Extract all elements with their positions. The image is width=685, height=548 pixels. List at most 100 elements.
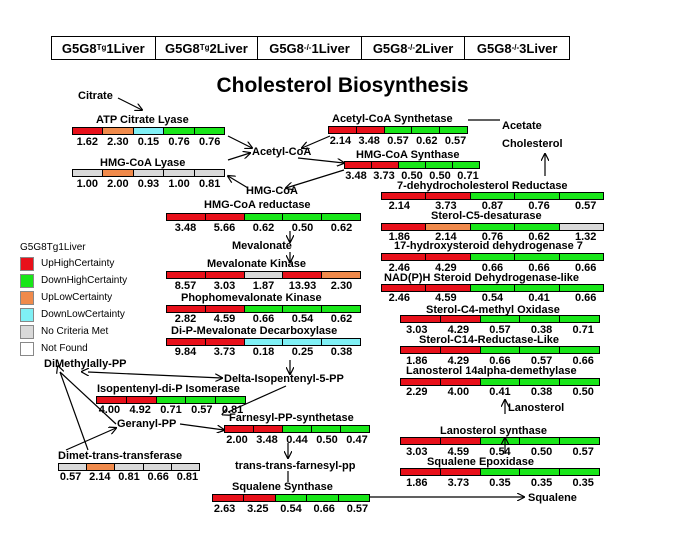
expression-value: 2.30 bbox=[107, 136, 129, 148]
expression-segment bbox=[559, 254, 604, 260]
expression-segment bbox=[520, 347, 561, 353]
legend-label: UpLowCertainty bbox=[41, 292, 113, 303]
expression-value: 0.81 bbox=[176, 471, 199, 483]
expression-segment bbox=[164, 170, 195, 176]
expression-segment bbox=[205, 272, 245, 278]
expression-value: 0.54 bbox=[280, 503, 302, 515]
enzyme-name: HMG-CoA Lyase bbox=[100, 157, 186, 169]
expression-value: 0.93 bbox=[137, 178, 160, 190]
expression-value: 0.76 bbox=[168, 136, 190, 148]
arrow-line bbox=[179, 423, 224, 430]
expression-value: 0.66 bbox=[147, 471, 169, 483]
expression-value: 2.29 bbox=[406, 386, 428, 398]
expression-value: 1.00 bbox=[76, 178, 98, 190]
expression-value: 3.73 bbox=[373, 170, 395, 182]
metabolite-mevalonate: Mevalonate bbox=[232, 240, 292, 252]
expression-segment bbox=[307, 495, 339, 501]
metabolite-lanosterol: Lanosterol bbox=[508, 402, 565, 414]
expression-segment bbox=[73, 128, 104, 134]
expression-value: 0.57 bbox=[489, 324, 511, 336]
legend-label: DownHighCertainty bbox=[41, 275, 128, 286]
enzyme-name: Sterol-C14-Reductase-Like bbox=[419, 334, 559, 346]
expression-segment bbox=[167, 339, 206, 345]
expression-segment bbox=[244, 339, 284, 345]
expression-segment bbox=[440, 438, 481, 444]
metabolite-dimethylallyl: DiMethylally-PP bbox=[44, 358, 127, 370]
legend-label: DownLowCertainty bbox=[41, 309, 125, 320]
expression-segment bbox=[338, 495, 370, 501]
expression-bar bbox=[72, 169, 225, 177]
expression-segment bbox=[322, 214, 360, 220]
expression-value: 3.48 bbox=[174, 222, 197, 234]
enzyme-name: Squalene Synthase bbox=[232, 481, 333, 493]
expression-segment bbox=[133, 170, 165, 176]
expression-value: 0.50 bbox=[316, 434, 338, 446]
expression-bar bbox=[166, 271, 361, 279]
expression-value: 0.71 bbox=[572, 324, 594, 336]
enzyme-name: Farnesyl-PP-synthetase bbox=[229, 412, 354, 424]
expression-value: 2.14 bbox=[388, 200, 410, 212]
expression-segment bbox=[401, 469, 441, 475]
expression-value: 8.57 bbox=[174, 280, 197, 292]
expression-value: 0.66 bbox=[528, 262, 550, 274]
expression-segment bbox=[401, 316, 441, 322]
expression-bar bbox=[381, 253, 604, 261]
expression-value: 0.47 bbox=[346, 434, 368, 446]
expression-segment bbox=[186, 397, 217, 403]
metabolite-delta-isopentenyl: Delta-Isopentenyl-5-PP bbox=[224, 373, 344, 385]
expression-value: 0.25 bbox=[291, 346, 314, 358]
expression-value: 0.62 bbox=[330, 222, 353, 234]
expression-value: 0.62 bbox=[330, 313, 353, 325]
legend-item: Not Found bbox=[20, 340, 127, 357]
expression-value: 4.59 bbox=[213, 313, 236, 325]
expression-segment bbox=[559, 193, 604, 199]
expression-value: 0.76 bbox=[481, 231, 504, 243]
metabolite-trans-farnesyl: trans-trans-farnesyl-pp bbox=[235, 460, 356, 472]
expression-segment bbox=[382, 224, 427, 230]
expression-segment bbox=[244, 214, 284, 220]
expression-value: 0.66 bbox=[252, 313, 275, 325]
legend-swatch bbox=[20, 324, 34, 339]
expression-bar bbox=[58, 463, 200, 471]
expression-value: 0.57 bbox=[387, 135, 409, 147]
expression-segment bbox=[87, 464, 116, 470]
expression-value: 3.73 bbox=[447, 477, 470, 489]
expression-segment bbox=[520, 316, 561, 322]
expression-segment bbox=[254, 426, 283, 432]
enzyme-name: HMG-CoA reductase bbox=[204, 199, 311, 211]
arrow-line bbox=[60, 372, 89, 451]
metabolite-acetyl-coa: Acetyl-CoA bbox=[252, 146, 312, 158]
expression-bar bbox=[381, 223, 604, 231]
expression-values: 9.84 3.73 0.18 0.25 0.38 bbox=[166, 346, 361, 358]
expression-value: 0.66 bbox=[481, 262, 504, 274]
expression-bar bbox=[381, 284, 604, 292]
expression-bar bbox=[400, 468, 600, 476]
expression-bar bbox=[166, 213, 361, 221]
expression-segment bbox=[382, 285, 427, 291]
enzyme-name: Lanosterol synthase bbox=[440, 425, 547, 437]
expression-segment bbox=[244, 495, 276, 501]
expression-value: 3.48 bbox=[358, 135, 380, 147]
expression-segment bbox=[453, 162, 479, 168]
expression-segment bbox=[126, 397, 157, 403]
enzyme-name: Lanosterol 14alpha-demethylase bbox=[406, 365, 577, 377]
expression-values: 2.14 3.73 0.87 0.76 0.57 bbox=[376, 200, 609, 212]
expression-value: 3.73 bbox=[435, 200, 457, 212]
expression-bar bbox=[212, 494, 370, 502]
expression-value: 3.03 bbox=[213, 280, 236, 292]
expression-value: 0.66 bbox=[572, 355, 594, 367]
expression-value: 0.18 bbox=[252, 346, 275, 358]
enzyme-name: HMG-CoA Synthase bbox=[356, 149, 460, 161]
arrow-line bbox=[88, 372, 222, 378]
expression-value: 0.54 bbox=[291, 313, 314, 325]
expression-value: 5.66 bbox=[213, 222, 236, 234]
sample-header-cell: G5G8 -/- 1Liver bbox=[258, 37, 362, 59]
expression-segment bbox=[382, 254, 427, 260]
expression-value: 0.81 bbox=[198, 178, 221, 190]
expression-values: 8.57 3.03 1.87 13.93 2.30 bbox=[166, 280, 361, 292]
expression-bar bbox=[381, 192, 604, 200]
expression-value: 0.57 bbox=[444, 135, 467, 147]
expression-values: 2.46 4.59 0.54 0.41 0.66 bbox=[376, 292, 609, 304]
enzyme-name: Squalene Epoxidase bbox=[427, 456, 534, 468]
expression-value: 2.63 bbox=[213, 503, 236, 515]
